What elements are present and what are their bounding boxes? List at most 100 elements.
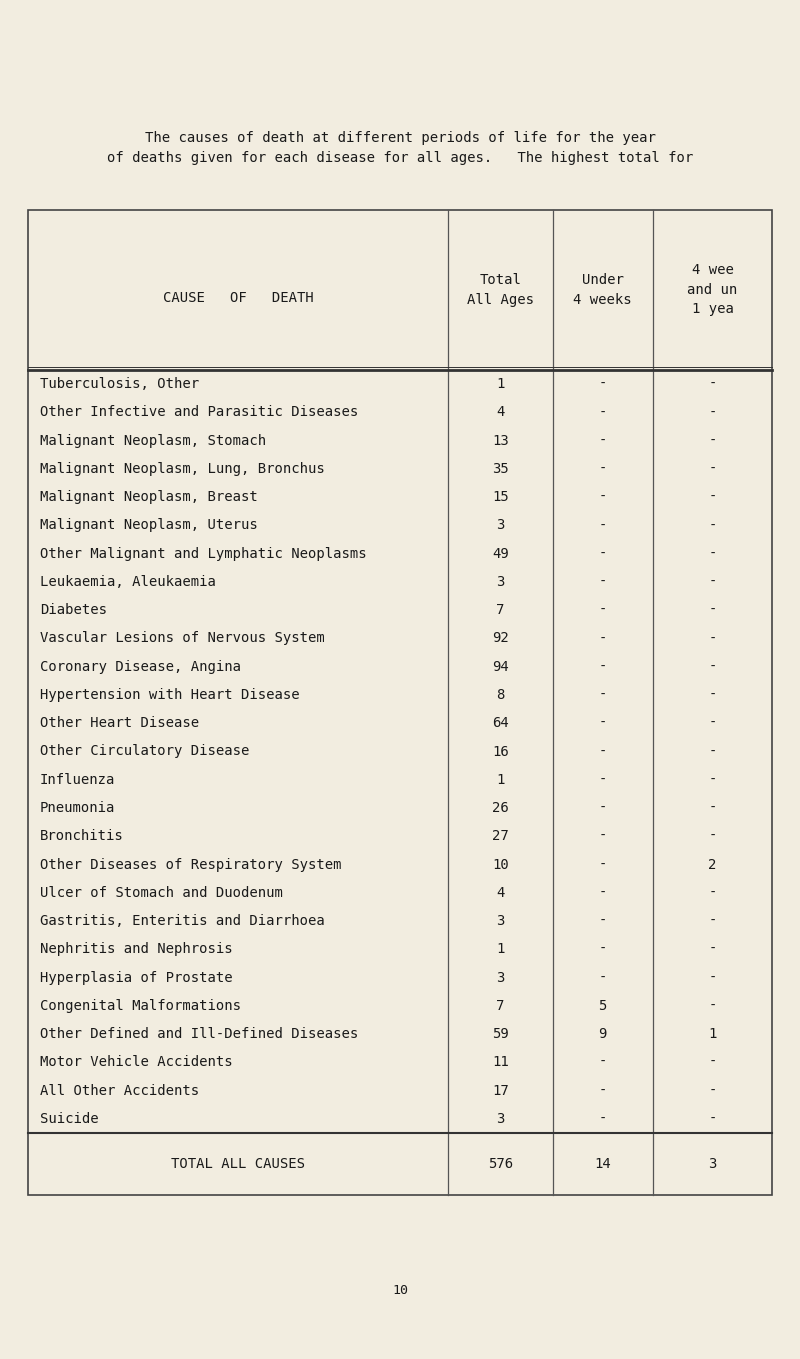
Text: -: - [598,1112,607,1125]
Text: Bronchitis: Bronchitis [40,829,124,844]
Text: 3: 3 [496,575,505,588]
Text: -: - [708,575,717,588]
Text: -: - [708,659,717,674]
Text: Malignant Neoplasm, Uterus: Malignant Neoplasm, Uterus [40,518,258,533]
Text: 8: 8 [496,688,505,703]
Text: 7: 7 [496,999,505,1012]
Text: 16: 16 [492,745,509,758]
Text: 3: 3 [496,970,505,984]
Text: Total
All Ages: Total All Ages [467,273,534,307]
Text: 59: 59 [492,1027,509,1041]
Text: of deaths given for each disease for all ages.   The highest total for: of deaths given for each disease for all… [107,151,693,164]
Text: Hypertension with Heart Disease: Hypertension with Heart Disease [40,688,300,703]
Text: Other Defined and Ill-Defined Diseases: Other Defined and Ill-Defined Diseases [40,1027,358,1041]
Text: 17: 17 [492,1083,509,1098]
Text: 1: 1 [496,942,505,957]
Text: Tuberculosis, Other: Tuberculosis, Other [40,378,199,391]
Text: 49: 49 [492,546,509,561]
Text: 4: 4 [496,886,505,900]
Text: -: - [708,716,717,730]
Text: -: - [598,829,607,844]
Text: -: - [598,405,607,420]
Text: -: - [598,688,607,703]
Text: -: - [708,546,717,561]
Text: Other Heart Disease: Other Heart Disease [40,716,199,730]
Text: -: - [598,434,607,447]
Text: Pneumonia: Pneumonia [40,800,115,815]
Text: -: - [708,518,717,533]
Text: 1: 1 [708,1027,717,1041]
Text: 10: 10 [392,1283,408,1296]
Text: Other Circulatory Disease: Other Circulatory Disease [40,745,250,758]
Text: -: - [598,915,607,928]
Text: Motor Vehicle Accidents: Motor Vehicle Accidents [40,1056,233,1070]
Text: Under
4 weeks: Under 4 weeks [574,273,632,307]
Text: Malignant Neoplasm, Breast: Malignant Neoplasm, Breast [40,491,258,504]
Text: -: - [708,745,717,758]
Text: 1: 1 [496,773,505,787]
Text: -: - [598,886,607,900]
Text: -: - [708,491,717,504]
Text: -: - [598,1056,607,1070]
Text: -: - [598,575,607,588]
Text: 4 wee
and un
1 yea: 4 wee and un 1 yea [687,264,738,317]
Text: Other Infective and Parasitic Diseases: Other Infective and Parasitic Diseases [40,405,358,420]
Text: -: - [708,1083,717,1098]
Text: -: - [598,800,607,815]
Text: -: - [708,999,717,1012]
Text: -: - [708,462,717,476]
Text: -: - [708,970,717,984]
Text: -: - [598,970,607,984]
Text: -: - [708,1056,717,1070]
Text: Suicide: Suicide [40,1112,98,1125]
Text: 26: 26 [492,800,509,815]
Text: 10: 10 [492,858,509,871]
Text: -: - [598,716,607,730]
Text: 14: 14 [594,1157,611,1171]
Text: 3: 3 [496,915,505,928]
Text: Vascular Lesions of Nervous System: Vascular Lesions of Nervous System [40,632,325,646]
Text: -: - [708,603,717,617]
Text: Leukaemia, Aleukaemia: Leukaemia, Aleukaemia [40,575,216,588]
Text: 15: 15 [492,491,509,504]
Text: Congenital Malformations: Congenital Malformations [40,999,241,1012]
Text: -: - [708,829,717,844]
Text: -: - [708,632,717,646]
Text: -: - [598,773,607,787]
Text: -: - [598,659,607,674]
Text: -: - [598,546,607,561]
Text: -: - [708,1112,717,1125]
Text: -: - [598,942,607,957]
Text: Hyperplasia of Prostate: Hyperplasia of Prostate [40,970,233,984]
Text: -: - [708,886,717,900]
Text: 3: 3 [708,1157,717,1171]
Text: 3: 3 [496,1112,505,1125]
Text: -: - [708,800,717,815]
Text: -: - [598,518,607,533]
Text: TOTAL ALL CAUSES: TOTAL ALL CAUSES [171,1157,305,1171]
Text: -: - [708,378,717,391]
Text: 576: 576 [488,1157,513,1171]
Text: Influenza: Influenza [40,773,115,787]
Text: -: - [598,858,607,871]
Text: -: - [708,773,717,787]
Text: 1: 1 [496,378,505,391]
Text: Malignant Neoplasm, Stomach: Malignant Neoplasm, Stomach [40,434,266,447]
Text: -: - [708,942,717,957]
Text: Ulcer of Stomach and Duodenum: Ulcer of Stomach and Duodenum [40,886,283,900]
Text: -: - [598,745,607,758]
Text: -: - [708,688,717,703]
Text: 27: 27 [492,829,509,844]
Text: 35: 35 [492,462,509,476]
Text: -: - [598,603,607,617]
Text: 9: 9 [598,1027,607,1041]
Text: -: - [708,434,717,447]
Text: -: - [598,632,607,646]
Text: Coronary Disease, Angina: Coronary Disease, Angina [40,659,241,674]
Text: 3: 3 [496,518,505,533]
Text: 5: 5 [598,999,607,1012]
Text: 7: 7 [496,603,505,617]
Text: -: - [708,915,717,928]
Text: 94: 94 [492,659,509,674]
Text: -: - [598,1083,607,1098]
